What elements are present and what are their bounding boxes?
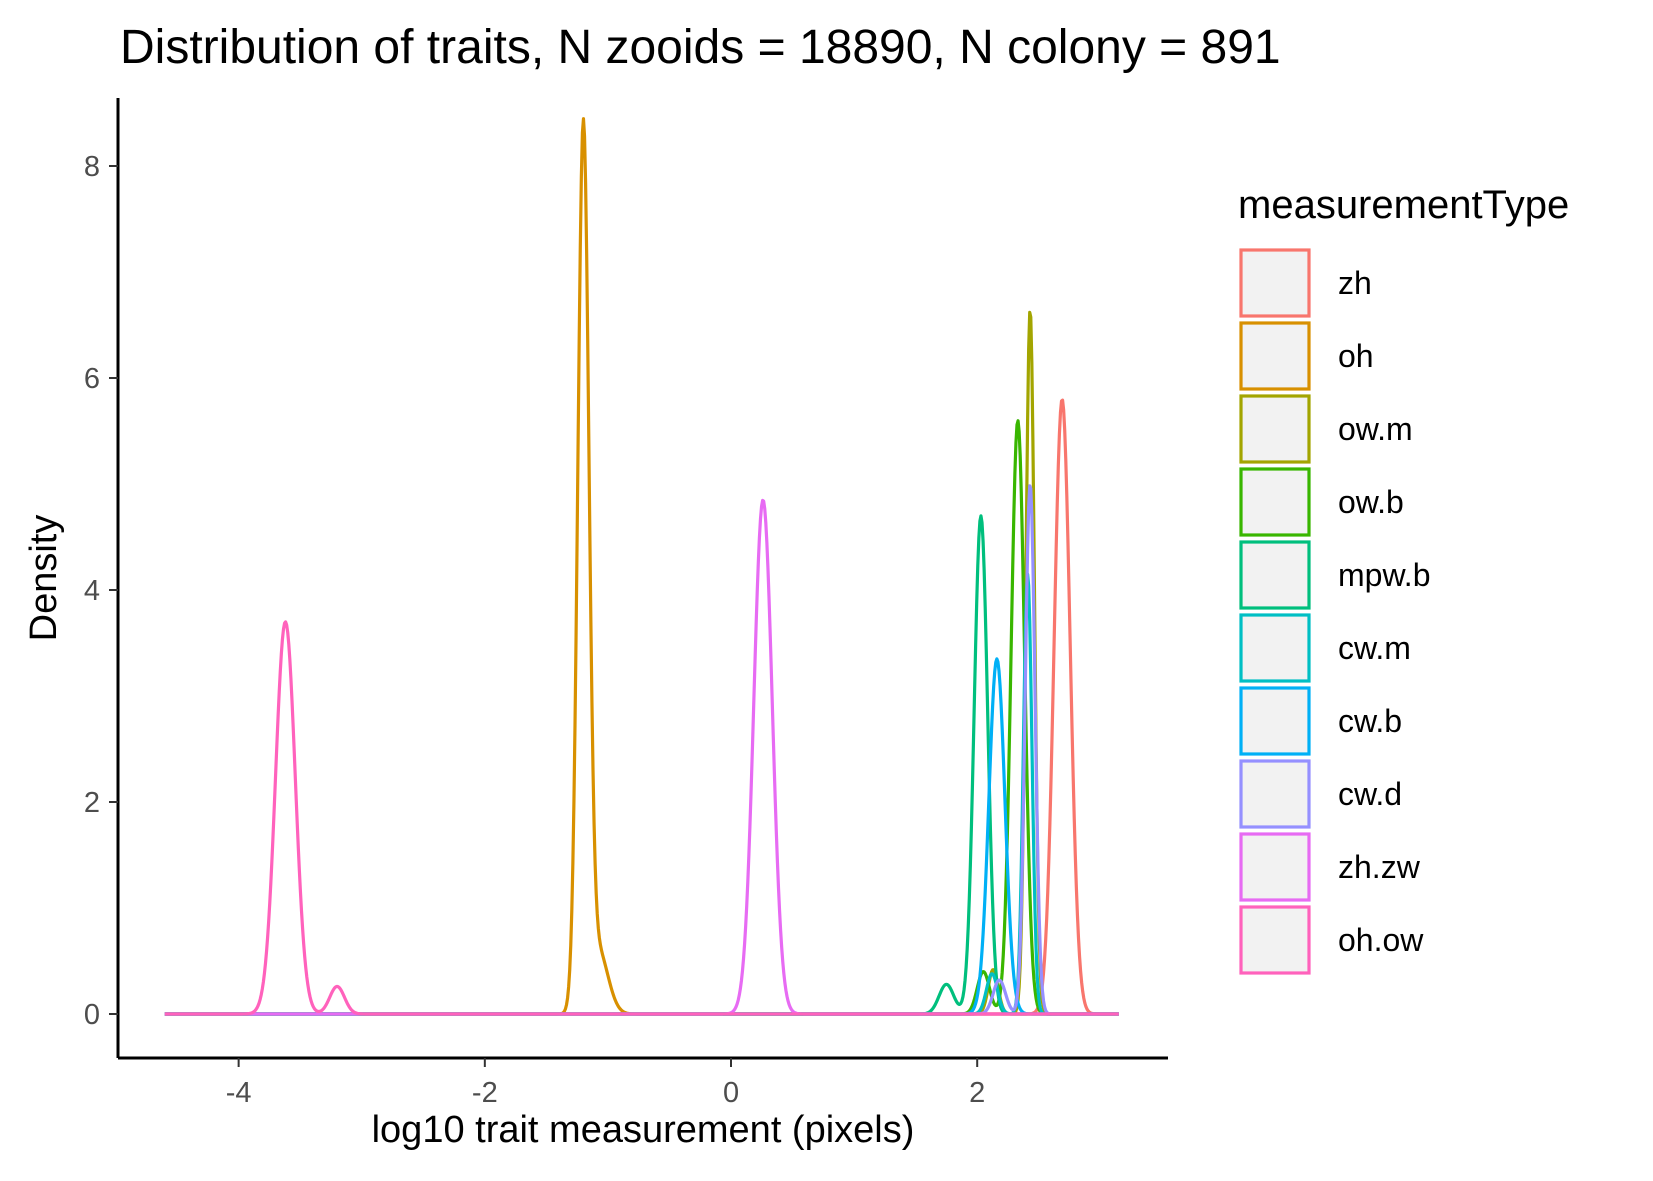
legend-label: oh (1338, 338, 1374, 374)
density-line-mpw-b (164, 514, 1120, 1016)
plot-area: -4 -2 0 2 0 2 4 6 8 (84, 98, 1168, 1109)
legend-label: cw.m (1338, 630, 1411, 666)
legend-label: mpw.b (1338, 557, 1430, 593)
legend-key-zh (1239, 248, 1311, 318)
x-tick-label: -4 (226, 1077, 252, 1109)
legend-label: ow.m (1338, 411, 1413, 447)
legend-label: zh (1338, 265, 1372, 301)
legend-keys: zh oh ow.m ow.b mpw.b cw.m cw.b cw.d zh.zw oh.ow (1239, 248, 1430, 975)
legend-key-mpw-b (1239, 540, 1311, 610)
density-line-ow-b (164, 419, 1120, 1016)
y-tick-label: 0 (84, 999, 100, 1031)
legend-label: cw.b (1338, 703, 1402, 739)
density-line-oh-ow (164, 620, 1120, 1016)
density-curves (164, 117, 1120, 1016)
legend-key-oh-ow (1239, 905, 1311, 975)
x-tick-label: 2 (969, 1077, 985, 1109)
legend-key-cw-d (1239, 759, 1311, 829)
legend-label: zh.zw (1338, 849, 1421, 885)
x-tick-label: 0 (723, 1077, 739, 1109)
legend-title: measurementType (1238, 183, 1569, 227)
chart-title: Distribution of traits, N zooids = 18890… (120, 21, 1281, 74)
y-tick-label: 6 (84, 363, 100, 395)
legend-label: oh.ow (1338, 922, 1424, 958)
x-axis-ticks: -4 -2 0 2 (226, 1058, 985, 1109)
x-tick-label: -2 (472, 1077, 498, 1109)
legend-key-ow-b (1239, 467, 1311, 537)
legend-key-oh (1239, 321, 1311, 391)
y-axis-ticks: 0 2 4 6 8 (84, 151, 118, 1031)
legend-key-cw-b (1239, 686, 1311, 756)
y-axis-title: Density (23, 515, 65, 642)
legend-key-cw-m (1239, 613, 1311, 683)
density-line-oh (164, 117, 1120, 1016)
y-tick-label: 4 (84, 575, 100, 607)
y-tick-label: 2 (84, 787, 100, 819)
legend: measurementType zh oh ow.m ow.b mpw.b cw.m cw.… (1238, 183, 1569, 975)
legend-label: cw.d (1338, 776, 1402, 812)
y-tick-label: 8 (84, 151, 100, 183)
density-line-cw-d (164, 484, 1120, 1016)
legend-label: ow.b (1338, 484, 1404, 520)
legend-key-zh-zw (1239, 832, 1311, 902)
density-line-zh-zw (164, 498, 1120, 1016)
x-axis-title: log10 trait measurement (pixels) (372, 1109, 915, 1151)
legend-key-ow-m (1239, 394, 1311, 464)
